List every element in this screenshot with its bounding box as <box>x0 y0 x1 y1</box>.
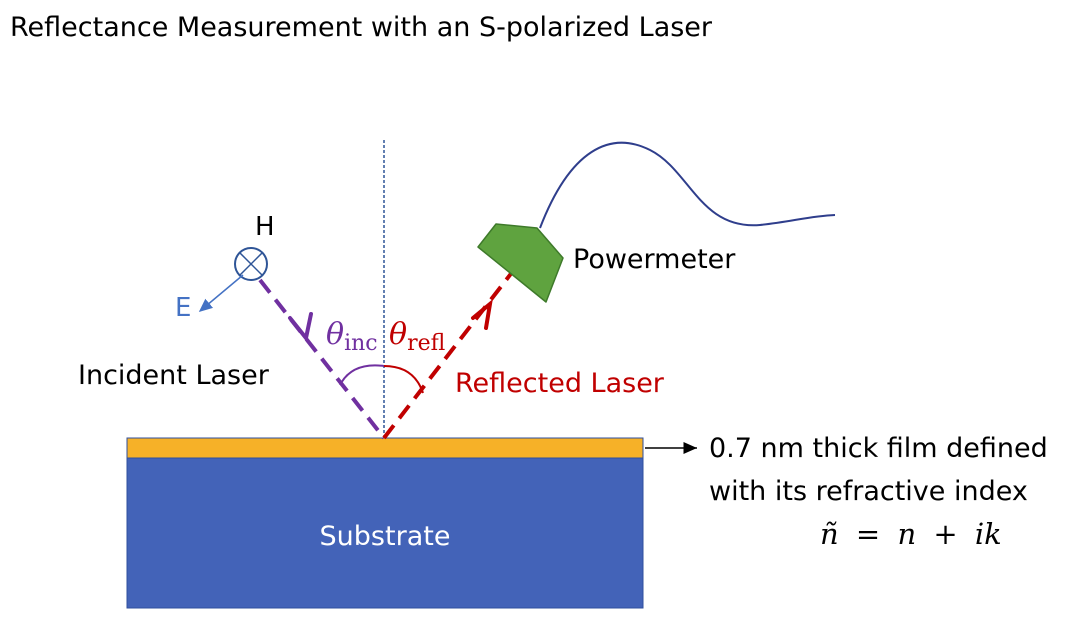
plus-sign: + <box>933 517 957 551</box>
thin-film-layer <box>126 437 644 459</box>
e-field-vector <box>198 274 244 312</box>
reflected-direction-chevron <box>471 299 493 330</box>
powermeter-label: Powermeter <box>573 244 736 275</box>
film-description-line2: with its refractive index <box>709 476 1028 507</box>
film-description-line1: 0.7 nm thick film defined <box>709 433 1048 464</box>
reflected-angle-label: θrefl <box>389 317 446 356</box>
powermeter-cable <box>539 141 836 229</box>
incident-direction-chevron <box>288 312 313 343</box>
incident-angle-arc <box>339 364 385 386</box>
substrate-block <box>126 457 644 609</box>
ik-imaginary-part: ik <box>975 517 1002 551</box>
equals-sign: = <box>856 517 880 551</box>
n-tilde-symbol: ñ <box>820 517 839 551</box>
reflected-angle-arc <box>383 365 424 394</box>
substrate-label: Substrate <box>320 521 451 552</box>
powermeter-head-icon <box>477 223 564 303</box>
h-field-label: H <box>255 212 275 242</box>
incident-laser-label: Incident Laser <box>78 360 270 391</box>
h-field-into-page-icon <box>234 247 268 281</box>
reflected-laser-label: Reflected Laser <box>455 368 665 399</box>
e-field-label: E <box>175 293 191 323</box>
refractive-index-equation: ñ = n + ik <box>820 517 1002 551</box>
reflected-beam <box>382 260 522 440</box>
incident-angle-label: θinc <box>326 317 378 356</box>
diagram-title: Reflectance Measurement with an S-polari… <box>10 12 713 43</box>
incident-beam <box>258 278 386 440</box>
n-real-part: n <box>897 517 916 551</box>
